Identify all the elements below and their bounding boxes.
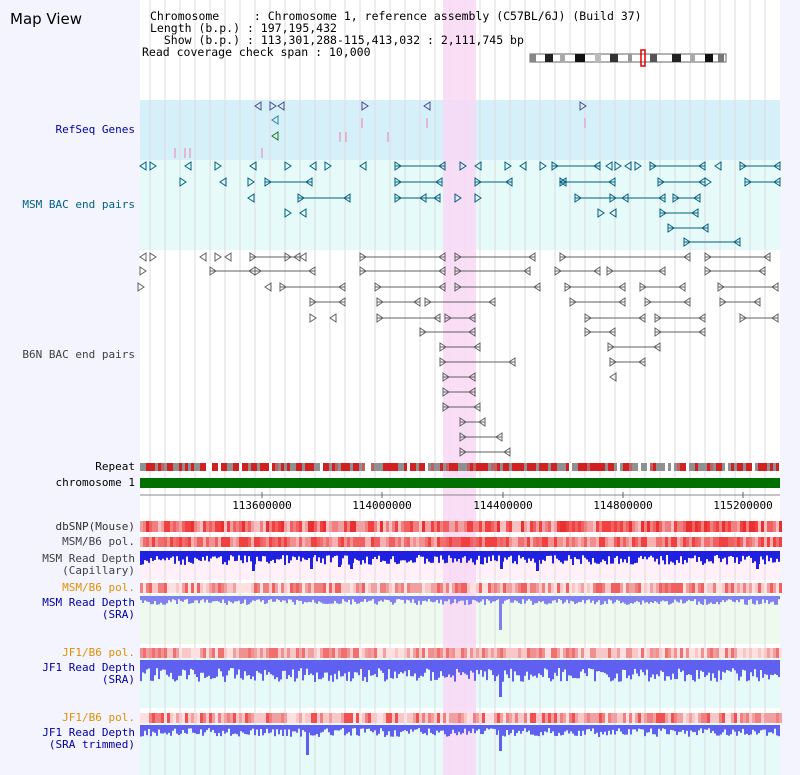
- track-label-jf1-b6-pol-1: JF1/B6 pol.: [62, 646, 135, 659]
- show-value: 113,301,288-115,413,032 : 2,111,745 bp: [260, 33, 524, 47]
- msm-capillary-depth-bars: [140, 551, 780, 571]
- jf1-sra-depth-line1: JF1 Read Depth: [42, 661, 135, 674]
- track-label-msm-sra-depth: MSM Read Depth (SRA): [42, 597, 135, 621]
- track-label-jf1-sra-depth: JF1 Read Depth (SRA): [42, 662, 135, 686]
- jf1-b6-pol-track-2: [140, 713, 782, 723]
- axis-tick-label: 114800000: [593, 499, 653, 512]
- jf1-trimmed-depth-bars: [140, 725, 780, 755]
- track-label-dbsnp: dbSNP(Mouse): [55, 520, 135, 533]
- track-label-msm-bac[interactable]: MSM BAC end pairs: [22, 198, 135, 211]
- length-key: Length (b.p.): [150, 21, 241, 35]
- track-label-jf1-b6-pol-2: JF1/B6 pol.: [62, 711, 135, 724]
- track-label-chromosome: chromosome 1: [55, 476, 135, 489]
- chromosome-ideogram[interactable]: [529, 49, 727, 67]
- msm-b6-pol-track-1: [140, 537, 782, 547]
- span-value: 10,000: [328, 45, 371, 59]
- right-margin: [780, 0, 800, 775]
- jf1-trim-depth-line1: JF1 Read Depth: [42, 726, 135, 739]
- track-label-repeat: Repeat: [95, 460, 135, 473]
- axis-tick-label: 114000000: [352, 499, 412, 512]
- chromosome-key: Chromosome: [150, 9, 220, 23]
- dbsnp-heat-track: [140, 521, 782, 532]
- track-label-jf1-trim-depth: JF1 Read Depth (SRA trimmed): [42, 727, 135, 751]
- track-label-msm-b6-pol-2: MSM/B6 pol.: [62, 581, 135, 594]
- span-key: Read coverage check span: [142, 45, 309, 59]
- repeat-track: [140, 463, 782, 471]
- msm-cap-depth-line1: MSM Read Depth: [42, 552, 135, 565]
- msm-cap-depth-line2: (Capillary): [62, 564, 135, 577]
- b6n-bac-pairs[interactable]: [137, 252, 779, 457]
- track-label-refseq[interactable]: RefSeq Genes: [55, 123, 135, 136]
- page-title: Map View: [10, 10, 83, 28]
- track-label-msm-cap-depth: MSM Read Depth (Capillary): [42, 553, 135, 577]
- jf1-sra-depth-bars: [140, 660, 780, 697]
- jf1-sra-depth-line2: (SRA): [101, 673, 135, 686]
- msm-bac-pairs[interactable]: [139, 161, 781, 247]
- axis-tick-label: 114400000: [473, 499, 533, 512]
- chromosome-value: Chromosome 1, reference assembly (C57BL/…: [267, 9, 642, 23]
- refseq-gene-features[interactable]: [174, 101, 587, 158]
- track-label-msm-b6-pol-1: MSM/B6 pol.: [62, 535, 135, 548]
- axis-tick-label: 115200000: [713, 499, 773, 512]
- axis-tick-labels: 113600000 114000000 114400000 114800000 1152…: [232, 492, 773, 512]
- show-key: Show (b.p.): [163, 33, 241, 47]
- jf1-trim-depth-line2: (SRA trimmed): [48, 738, 135, 751]
- highlight-region[interactable]: [443, 0, 476, 775]
- region-info-block: Chromosome : Chromosome 1, reference ass…: [142, 9, 642, 59]
- chromosome-bar: [140, 478, 780, 488]
- msm-sra-depth-line2: (SRA): [101, 608, 135, 621]
- axis-tick-label: 113600000: [232, 499, 292, 512]
- msm-sra-depth-bars: [140, 596, 780, 630]
- jf1-b6-pol-track-1: [140, 648, 782, 658]
- track-label-b6n-bac[interactable]: B6N BAC end pairs: [22, 348, 135, 361]
- length-value: 197,195,432: [260, 21, 337, 35]
- msm-b6-pol-track-2: [140, 583, 782, 593]
- msm-sra-depth-line1: MSM Read Depth: [42, 596, 135, 609]
- track-label-panel: [0, 0, 140, 775]
